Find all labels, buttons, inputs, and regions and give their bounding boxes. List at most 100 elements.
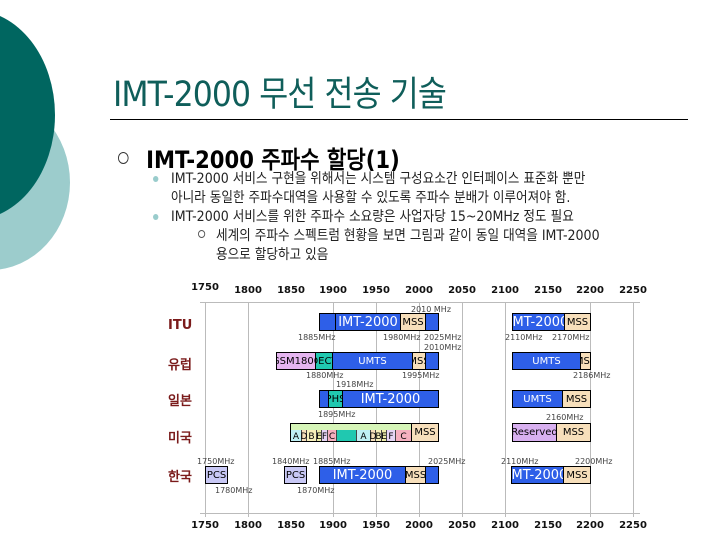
axis-tick-top: 2150 <box>534 285 562 296</box>
band-korea-mss: MSS <box>405 466 426 484</box>
freq-label: 1870MHz <box>297 486 335 495</box>
top-axis-line <box>200 302 640 303</box>
band-usa-mss-upper: MSS <box>556 423 591 442</box>
freq-label: 1840MHz <box>272 457 310 466</box>
bullet-text-line: 아니라 동일한 주파수대역을 사용할 수 있도록 주파수 분배가 이루어져야 함… <box>171 190 571 206</box>
axis-tick-bottom: 2150 <box>534 520 562 531</box>
segment-d: D <box>369 430 377 442</box>
axis-tick-top: 1950 <box>362 285 390 296</box>
freq-label: 1895MHz <box>318 410 356 419</box>
freq-label: 2010MHz <box>424 343 462 352</box>
freq-label: 1980MHz <box>383 333 421 342</box>
freq-label: 2186MHz <box>573 371 611 380</box>
gridline <box>505 302 506 517</box>
band-europe-mss-upper: MSS <box>580 352 591 370</box>
band-europe-gsm1800: GSM1800 <box>276 352 316 370</box>
freq-label: 1885MHz <box>313 457 351 466</box>
small-circle-bullet-icon <box>198 230 206 238</box>
band-europe-dect: DECT <box>315 352 333 370</box>
sub-bullet-item: 세계의 주파수 스펙트럼 현황을 보면 그림과 같이 동일 대역을 IMT-20… <box>198 227 600 265</box>
band-itu-blue <box>319 313 336 331</box>
dot-bullet-icon <box>153 176 159 182</box>
freq-label: 1750MHz <box>197 457 235 466</box>
freq-label: 2025MHz <box>428 457 466 466</box>
band-korea-imt2000: IMT-2000 <box>319 466 406 484</box>
band-itu-imt2000-upper: IMT-2000 <box>512 313 565 331</box>
segment-d: D <box>300 430 308 442</box>
gridline <box>333 302 334 517</box>
axis-tick-bottom: 1750 <box>191 520 219 531</box>
freq-label: 1918MHz <box>336 380 374 389</box>
axis-tick-top: 2100 <box>491 285 519 296</box>
axis-tick-bottom: 2250 <box>619 520 647 531</box>
segment-a: A <box>357 430 371 441</box>
axis-tick-bottom: 1950 <box>362 520 390 531</box>
segment-f: F <box>321 430 328 442</box>
section-heading: IMT-2000 주파수 할당(1) <box>146 146 400 174</box>
segment-e: E <box>316 430 322 442</box>
axis-tick-top: 2200 <box>576 285 604 296</box>
freq-label: 2160MHz <box>546 413 584 422</box>
axis-tick-top: 1750 <box>191 282 219 293</box>
band-japan-umts: UMTS <box>512 390 563 408</box>
row-label-japan: 일본 <box>168 394 192 409</box>
band-korea-mss-upper: MSS <box>563 466 591 484</box>
axis-tick-bottom: 1900 <box>319 520 347 531</box>
row-label-europe: 유럽 <box>168 358 192 373</box>
freq-label: 2025MHz <box>424 333 462 342</box>
band-usa-mss: MSS <box>411 423 439 442</box>
bullet-item: IMT-2000 서비스 구현을 위해서는 시스템 구성요소간 인터페이스 표준… <box>153 170 585 208</box>
bullet-text-line: IMT-2000 서비스를 위한 주파수 소요량은 사업자당 15~20MHz … <box>171 209 574 225</box>
bullet-item: IMT-2000 서비스를 위한 주파수 소요량은 사업자당 15~20MHz … <box>153 208 574 227</box>
segment-b: B <box>375 430 382 442</box>
band-japan-phs: PHS <box>328 390 343 408</box>
segment-f: F <box>387 430 396 441</box>
gridline <box>248 302 249 517</box>
heading-bullet: IMT-2000 주파수 할당(1) <box>118 140 400 175</box>
freq-label: 1995MHz <box>402 371 440 380</box>
freq-label: 2170MHz <box>552 333 590 342</box>
hollow-circle-bullet-icon <box>118 152 129 164</box>
gridline <box>590 302 591 517</box>
segment-c: C <box>328 430 337 442</box>
title-divider <box>110 119 688 120</box>
freq-label: 1880MHz <box>306 371 344 380</box>
band-itu-mss: MSS <box>400 313 426 331</box>
band-korea-imt2000-upper: IMT-2000 <box>511 466 564 484</box>
segment-a: A <box>291 430 302 441</box>
freq-label: 2010 MHz <box>411 305 452 314</box>
axis-tick-top: 1850 <box>277 285 305 296</box>
row-label-usa: 미국 <box>168 431 192 446</box>
axis-tick-bottom: 2200 <box>576 520 604 531</box>
bullet-text-line: IMT-2000 서비스 구현을 위해서는 시스템 구성요소간 인터페이스 표준… <box>171 171 586 187</box>
band-usa-pcs: A D B E F C A D B E F C <box>290 423 412 442</box>
gridline <box>376 302 377 517</box>
freq-label: 2110MHz <box>501 457 539 466</box>
axis-tick-bottom: 1800 <box>234 520 262 531</box>
axis-tick-top: 1900 <box>319 285 347 296</box>
gridline <box>633 302 634 517</box>
segment-unlicensed <box>337 430 357 441</box>
freq-label: 2200MHz <box>575 457 613 466</box>
band-korea-pcs-2: PCS <box>284 466 307 484</box>
bottom-axis-line <box>200 513 640 514</box>
gridline <box>419 302 420 517</box>
axis-tick-top: 2050 <box>448 285 476 296</box>
axis-tick-top: 2250 <box>619 285 647 296</box>
gridline <box>462 302 463 517</box>
row-label-itu: ITU <box>168 318 193 333</box>
band-europe-umts-upper: UMTS <box>512 352 581 370</box>
freq-label: 1780MHz <box>215 486 253 495</box>
band-japan-mss: MSS <box>562 390 591 408</box>
slide-title: IMT-2000 무선 전송 기술 <box>113 75 447 115</box>
axis-tick-bottom: 2050 <box>448 520 476 531</box>
band-europe-umts: UMTS <box>332 352 413 370</box>
axis-tick-bottom: 1850 <box>277 520 305 531</box>
freq-label: 1885MHz <box>298 333 336 342</box>
band-itu-mss-upper: MSS <box>564 313 591 331</box>
band-europe-mss: MSS <box>412 352 426 370</box>
band-korea-pcs-1: PCS <box>205 466 228 484</box>
axis-tick-bottom: 2000 <box>405 520 433 531</box>
segment-e: E <box>381 430 387 442</box>
band-korea-blue <box>425 466 439 484</box>
